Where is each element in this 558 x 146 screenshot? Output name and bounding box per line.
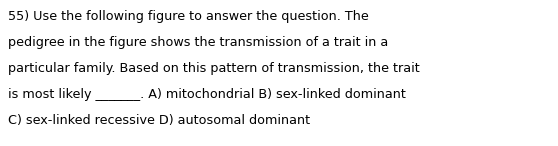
Text: particular family. Based on this pattern of transmission, the trait: particular family. Based on this pattern… [8, 62, 420, 75]
Text: pedigree in the figure shows the transmission of a trait in a: pedigree in the figure shows the transmi… [8, 36, 388, 49]
Text: C) sex-linked recessive D) autosomal dominant: C) sex-linked recessive D) autosomal dom… [8, 114, 310, 127]
Text: 55) Use the following figure to answer the question. The: 55) Use the following figure to answer t… [8, 10, 369, 23]
Text: is most likely _______. A) mitochondrial B) sex-linked dominant: is most likely _______. A) mitochondrial… [8, 88, 406, 101]
